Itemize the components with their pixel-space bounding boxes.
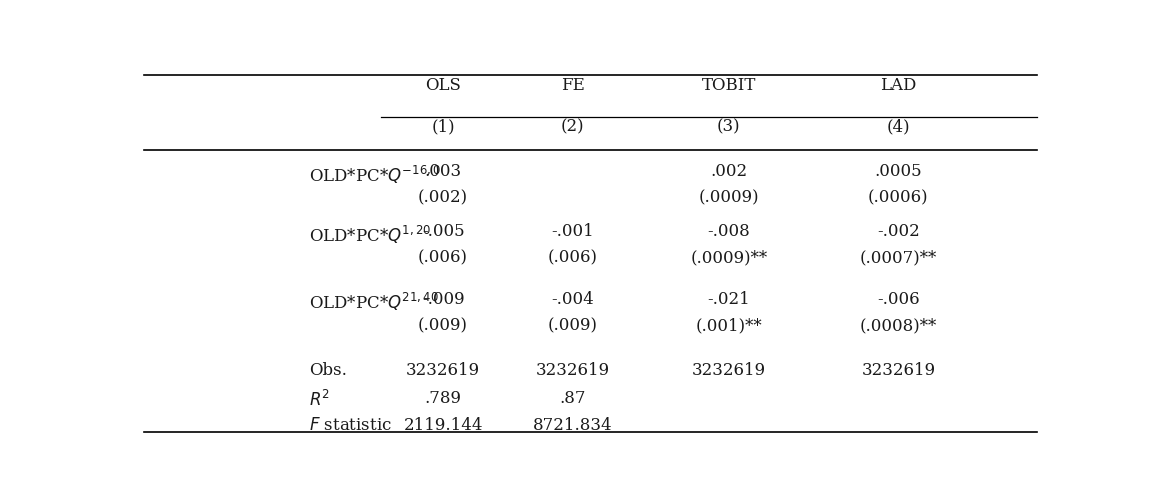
Text: TOBIT: TOBIT (702, 77, 756, 94)
Text: 3232619: 3232619 (691, 362, 766, 379)
Text: .87: .87 (559, 390, 586, 407)
Text: OLD*PC*$Q^{21,40}$: OLD*PC*$Q^{21,40}$ (309, 291, 439, 313)
Text: LAD: LAD (880, 77, 917, 94)
Text: 8721.834: 8721.834 (532, 416, 613, 433)
Text: Obs.: Obs. (309, 362, 347, 379)
Text: .003: .003 (425, 164, 462, 181)
Text: -.009: -.009 (422, 291, 464, 308)
Text: (.009): (.009) (547, 317, 598, 334)
Text: FE: FE (561, 77, 584, 94)
Text: .0005: .0005 (874, 164, 923, 181)
Text: -.005: -.005 (422, 224, 464, 241)
Text: -.006: -.006 (877, 291, 919, 308)
Text: (.0009)**: (.0009)** (690, 250, 767, 267)
Text: $F$ statistic: $F$ statistic (309, 416, 393, 433)
Text: OLD*PC*$Q^{1,20}$: OLD*PC*$Q^{1,20}$ (309, 224, 431, 245)
Text: (2): (2) (561, 118, 584, 135)
Text: 3232619: 3232619 (862, 362, 935, 379)
Text: (.0007)**: (.0007)** (859, 250, 937, 267)
Text: OLD*PC*$Q^{-16,0}$: OLD*PC*$Q^{-16,0}$ (309, 164, 441, 186)
Text: (4): (4) (887, 118, 910, 135)
Text: .002: .002 (711, 164, 748, 181)
Text: -.021: -.021 (707, 291, 750, 308)
Text: OLS: OLS (425, 77, 461, 94)
Text: (.009): (.009) (418, 317, 468, 334)
Text: 2119.144: 2119.144 (403, 416, 483, 433)
Text: (.001)**: (.001)** (696, 317, 763, 334)
Text: 3232619: 3232619 (536, 362, 609, 379)
Text: -.001: -.001 (551, 224, 594, 241)
Text: (.0006): (.0006) (869, 190, 929, 206)
Text: -.002: -.002 (877, 224, 919, 241)
Text: (.0008)**: (.0008)** (859, 317, 937, 334)
Text: $R^2$: $R^2$ (309, 390, 331, 411)
Text: (1): (1) (431, 118, 455, 135)
Text: (.0009): (.0009) (698, 190, 759, 206)
Text: (3): (3) (717, 118, 741, 135)
Text: .789: .789 (425, 390, 462, 407)
Text: (.006): (.006) (418, 250, 468, 267)
Text: (.002): (.002) (418, 190, 468, 206)
Text: (.006): (.006) (547, 250, 598, 267)
Text: -.004: -.004 (551, 291, 594, 308)
Text: -.008: -.008 (707, 224, 750, 241)
Text: 3232619: 3232619 (406, 362, 480, 379)
